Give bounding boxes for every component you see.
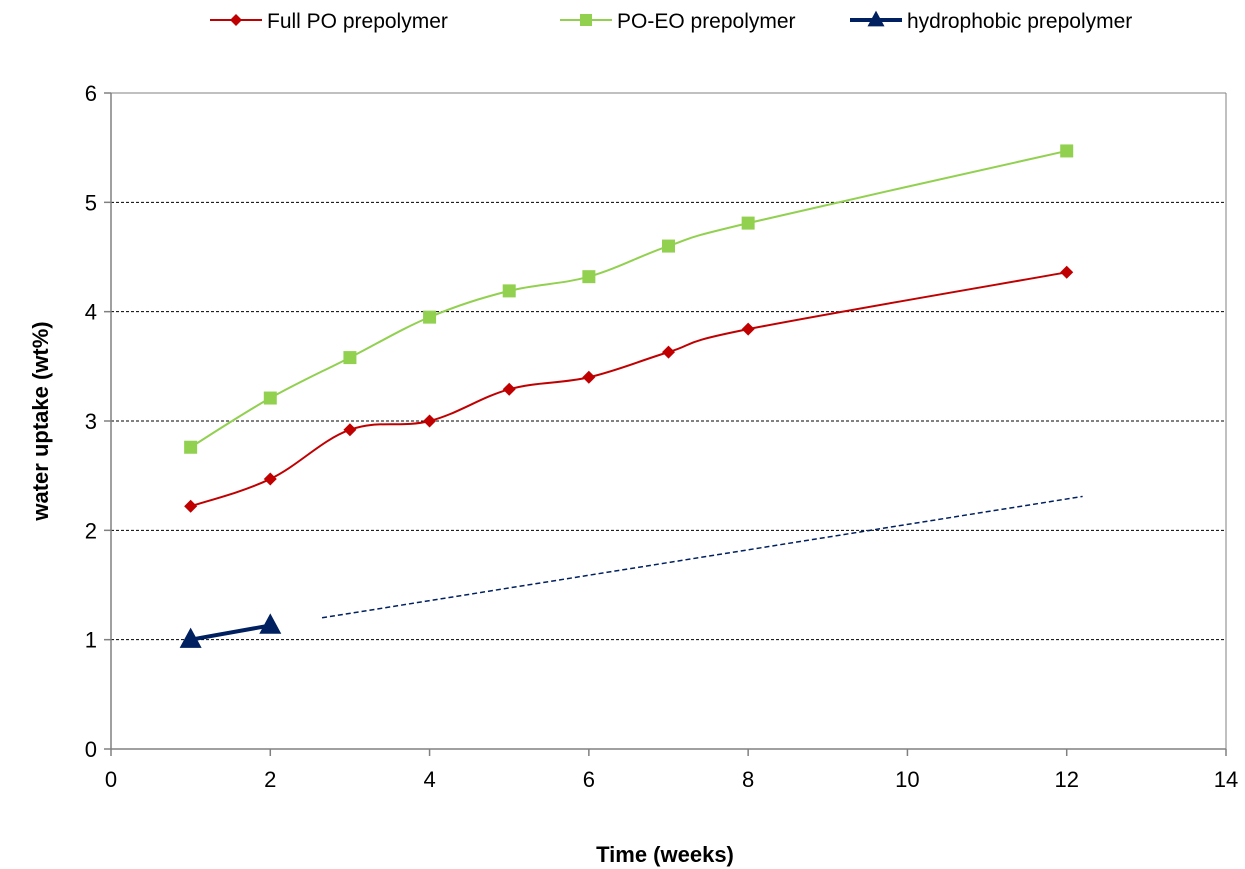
- x-axis-title: Time (weeks): [596, 842, 734, 867]
- x-tick-label-14: 14: [1214, 767, 1238, 792]
- data-point-full-po-prepolymer-4: [502, 382, 516, 396]
- axes: [104, 92, 1227, 756]
- data-point-po-eo-prepolymer-5: [582, 270, 596, 284]
- x-tick-label-8: 8: [742, 767, 754, 792]
- series-line-po-eo-prepolymer: [190, 149, 1067, 449]
- legend-marker-hydrophobic-prepolymer: [867, 10, 885, 27]
- data-point-hydrophobic-prepolymer-0: [179, 627, 202, 648]
- data-point-po-eo-prepolymer-8: [1060, 144, 1074, 158]
- legend-marker-full-po-prepolymer: [230, 14, 242, 26]
- y-tick-label-4: 4: [85, 300, 97, 325]
- data-point-full-po-prepolymer-8: [1060, 265, 1074, 279]
- legend-label-full-po-prepolymer: Full PO prepolymer: [267, 10, 448, 33]
- data-point-po-eo-prepolymer-3: [423, 310, 437, 324]
- y-tick-label-3: 3: [85, 409, 97, 434]
- series-po-eo-prepolymer: [184, 144, 1074, 454]
- legend-marker-po-eo-prepolymer: [580, 14, 592, 26]
- y-tick-label-1: 1: [85, 628, 97, 653]
- series-line-hydrophobic-prepolymer: [190, 623, 271, 642]
- x-tick-label-2: 2: [264, 767, 276, 792]
- series-hydrophobic-prepolymer: [179, 613, 282, 648]
- y-axis-title: water uptake (wt%): [28, 321, 53, 521]
- data-point-full-po-prepolymer-2: [343, 423, 357, 437]
- x-tick-label-12: 12: [1054, 767, 1078, 792]
- data-point-full-po-prepolymer-3: [423, 414, 437, 428]
- y-tick-label-0: 0: [85, 737, 97, 762]
- x-tick-label-4: 4: [423, 767, 435, 792]
- data-point-hydrophobic-prepolymer-1: [259, 613, 282, 634]
- series-line-full-po-prepolymer: [190, 271, 1067, 508]
- data-point-full-po-prepolymer-5: [582, 370, 596, 384]
- x-tick-label-0: 0: [105, 767, 117, 792]
- data-point-po-eo-prepolymer-2: [343, 351, 357, 365]
- y-tick-label-6: 6: [85, 81, 97, 106]
- legend-label-hydrophobic-prepolymer: hydrophobic prepolymer: [907, 10, 1132, 33]
- x-tick-label-10: 10: [895, 767, 919, 792]
- trendline-group: [321, 495, 1083, 619]
- trendline: [321, 495, 1083, 619]
- data-point-po-eo-prepolymer-1: [263, 391, 277, 405]
- legend: Full PO prepolymer PO-EO prepolymer hydrop…: [210, 10, 1132, 33]
- data-point-po-eo-prepolymer-7: [741, 216, 755, 230]
- series-full-po-prepolymer: [184, 265, 1074, 513]
- data-point-po-eo-prepolymer-6: [662, 239, 675, 253]
- y-tick-label-2: 2: [85, 518, 97, 543]
- data-point-full-po-prepolymer-1: [263, 472, 277, 486]
- data-point-full-po-prepolymer-7: [741, 322, 755, 336]
- data-point-full-po-prepolymer-0: [184, 499, 198, 513]
- legend-label-po-eo-prepolymer: PO-EO prepolymer: [617, 10, 796, 33]
- x-tick-label-6: 6: [583, 767, 595, 792]
- series-group: [179, 144, 1074, 648]
- data-point-po-eo-prepolymer-0: [184, 440, 198, 454]
- data-point-po-eo-prepolymer-4: [502, 284, 516, 298]
- gridlines: [111, 92, 1226, 641]
- y-tick-label-5: 5: [85, 190, 97, 215]
- data-point-full-po-prepolymer-6: [662, 345, 675, 359]
